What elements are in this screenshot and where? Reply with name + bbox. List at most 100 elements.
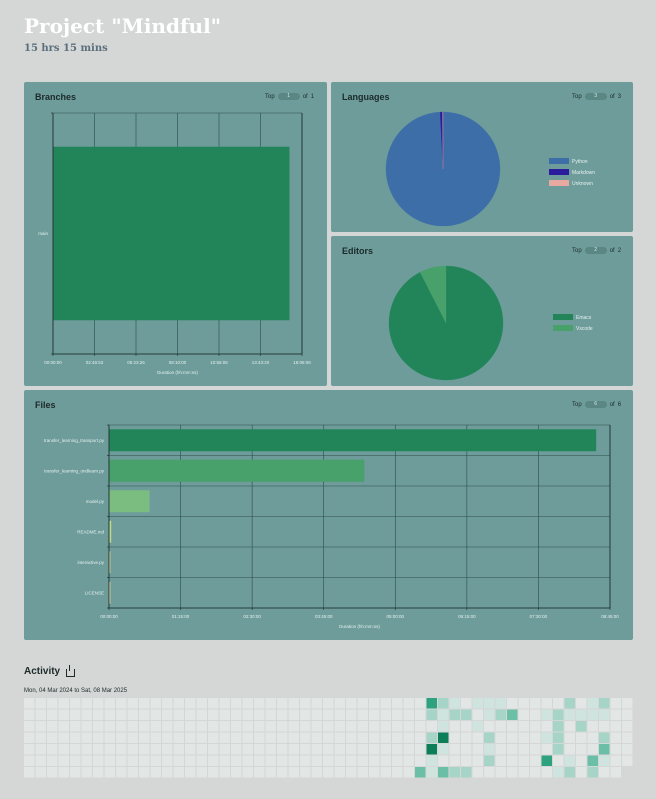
activity-day-cell	[484, 698, 495, 709]
activity-day-cell	[415, 744, 426, 755]
activity-day-cell	[380, 767, 391, 778]
activity-day-cell	[495, 698, 506, 709]
activity-day-cell	[139, 709, 150, 720]
activity-day-cell	[449, 767, 460, 778]
files-bar	[109, 459, 365, 482]
files-panel: Files Top 6 of 6 00:00:00 01:15:00 02:30:0…	[24, 390, 633, 640]
activity-day-cell	[219, 732, 230, 743]
activity-day-cell	[300, 767, 311, 778]
activity-day-cell	[58, 698, 69, 709]
activity-day-cell	[472, 755, 483, 766]
languages-top-input[interactable]: 3	[584, 93, 607, 100]
activity-day-cell	[208, 721, 219, 732]
activity-day-cell	[277, 721, 288, 732]
activity-day-cell	[472, 721, 483, 732]
editors-slice	[419, 265, 447, 324]
activity-day-cell	[162, 744, 173, 755]
activity-day-cell	[426, 709, 437, 720]
activity-day-cell	[541, 709, 552, 720]
activity-day-cell	[530, 721, 541, 732]
activity-day-cell	[438, 709, 449, 720]
activity-day-cell	[93, 767, 104, 778]
activity-day-cell	[507, 744, 518, 755]
activity-day-cell	[311, 698, 322, 709]
activity-day-cell	[507, 721, 518, 732]
activity-day-cell	[104, 732, 115, 743]
activity-day-cell	[173, 732, 184, 743]
activity-day-cell	[219, 767, 230, 778]
activity-day-cell	[346, 732, 357, 743]
activity-day-cell	[93, 709, 104, 720]
activity-day-cell	[449, 755, 460, 766]
branches-top-input[interactable]: 1	[277, 93, 300, 100]
files-category-label: README.md	[77, 529, 104, 534]
share-icon[interactable]	[66, 664, 76, 677]
editors-top-input[interactable]: 2	[584, 247, 607, 254]
activity-day-cell	[610, 709, 621, 720]
languages-legend-swatch	[549, 169, 569, 175]
activity-day-cell	[587, 698, 598, 709]
activity-day-cell	[173, 721, 184, 732]
activity-day-cell	[357, 709, 368, 720]
activity-day-cell	[392, 721, 403, 732]
activity-day-cell	[495, 721, 506, 732]
activity-day-cell	[449, 698, 460, 709]
activity-day-cell	[599, 767, 610, 778]
activity-day-cell	[231, 767, 242, 778]
activity-day-cell	[219, 755, 230, 766]
activity-day-cell	[185, 755, 196, 766]
activity-day-cell	[150, 744, 161, 755]
activity-day-cell	[70, 732, 81, 743]
files-top-input[interactable]: 6	[584, 401, 607, 408]
activity-day-cell	[104, 698, 115, 709]
activity-day-cell	[403, 698, 414, 709]
editors-panel: Editors Top 2 of 2 Emacs Vscode	[331, 236, 633, 386]
activity-day-cell	[277, 709, 288, 720]
activity-day-cell	[599, 744, 610, 755]
activity-day-cell	[162, 755, 173, 766]
activity-day-cell	[622, 744, 633, 755]
activity-day-cell	[392, 732, 403, 743]
activity-day-cell	[346, 767, 357, 778]
activity-day-cell	[518, 721, 529, 732]
activity-day-cell	[70, 744, 81, 755]
editors-top-label: Top	[572, 247, 582, 254]
activity-day-cell	[24, 755, 35, 766]
activity-day-cell	[334, 698, 345, 709]
editors-top-control: Top 2 of 2	[572, 247, 621, 254]
activity-day-cell	[530, 709, 541, 720]
activity-day-cell	[254, 698, 265, 709]
languages-legend-swatch	[549, 180, 569, 186]
activity-day-cell	[162, 709, 173, 720]
files-xtick-label: 08:45:00	[601, 614, 619, 619]
activity-day-cell	[208, 755, 219, 766]
files-top-label: Top	[572, 401, 582, 408]
files-bar	[109, 520, 112, 543]
activity-day-cell	[403, 709, 414, 720]
activity-day-cell	[288, 721, 299, 732]
activity-day-cell	[81, 755, 92, 766]
files-of-label: of	[609, 401, 615, 408]
activity-day-cell	[288, 709, 299, 720]
activity-day-cell	[438, 767, 449, 778]
languages-of-label: of	[609, 93, 615, 100]
activity-day-cell	[564, 744, 575, 755]
languages-panel: Languages Top 3 of 3 Python Markdown Unkno…	[331, 82, 633, 232]
activity-day-cell	[24, 732, 35, 743]
languages-legend-label: Markdown	[572, 170, 595, 176]
activity-day-cell	[185, 732, 196, 743]
activity-day-cell	[185, 698, 196, 709]
editors-legend-swatch	[553, 325, 573, 331]
activity-day-cell	[265, 698, 276, 709]
files-xtick-label: 01:15:00	[172, 614, 190, 619]
languages-top-label: Top	[572, 93, 582, 100]
files-xtick-label: 07:30:00	[530, 614, 548, 619]
activity-day-cell	[139, 721, 150, 732]
activity-day-cell	[139, 732, 150, 743]
activity-day-cell	[392, 767, 403, 778]
activity-day-cell	[541, 744, 552, 755]
activity-day-cell	[357, 732, 368, 743]
activity-day-cell	[334, 709, 345, 720]
activity-day-cell	[150, 709, 161, 720]
activity-day-cell	[265, 755, 276, 766]
